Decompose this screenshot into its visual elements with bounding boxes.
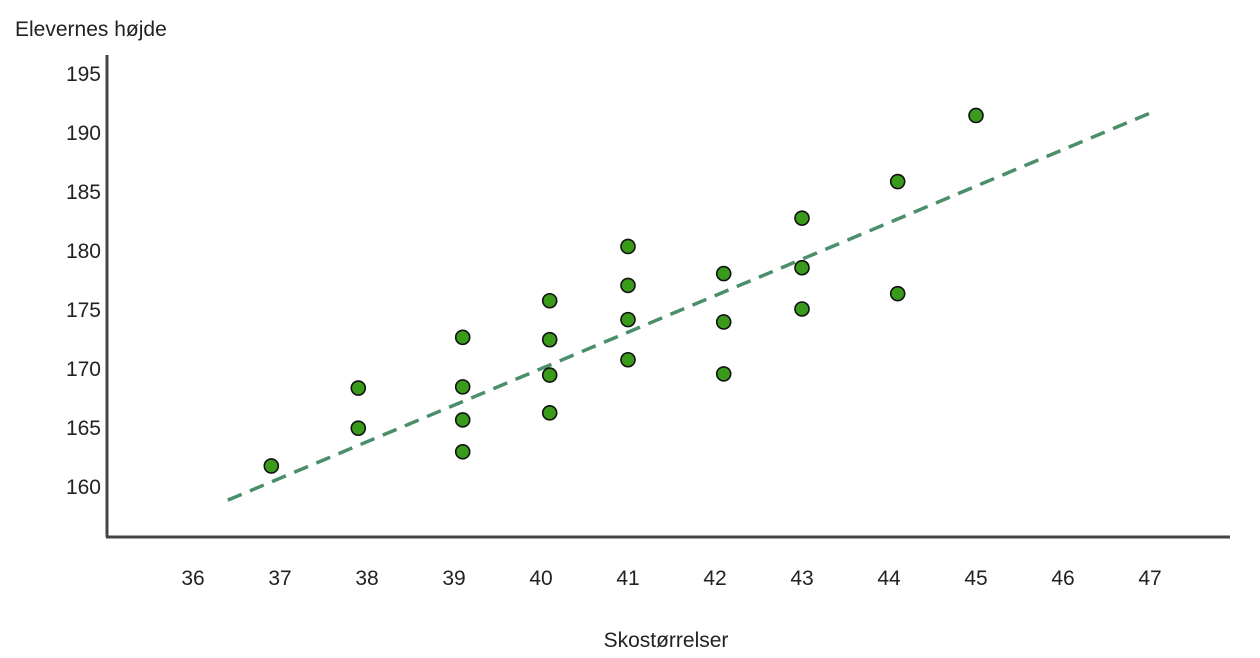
y-tick-label: 195	[66, 63, 101, 86]
data-point	[350, 380, 367, 396]
x-tick-label: 45	[964, 567, 987, 590]
y-tick-label: 165	[66, 417, 101, 440]
x-axis-label: Skostørrelser	[604, 629, 729, 652]
data-point	[541, 367, 558, 383]
data-point	[454, 329, 471, 346]
y-tick-label: 170	[66, 358, 101, 381]
trend-line	[227, 111, 1151, 502]
data-point	[454, 379, 471, 395]
data-point	[889, 173, 906, 190]
x-tick-label: 47	[1138, 567, 1161, 590]
x-tick-label: 46	[1051, 567, 1074, 590]
data-point	[715, 314, 732, 330]
data-point	[454, 412, 471, 428]
data-point	[620, 238, 636, 255]
data-point	[889, 285, 906, 302]
y-tick-label: 175	[66, 299, 101, 322]
data-point	[350, 420, 367, 436]
data-points	[263, 107, 984, 474]
x-tick-label: 43	[790, 567, 813, 590]
data-point	[794, 301, 810, 317]
x-tick-label: 40	[529, 567, 552, 590]
y-tick-label: 180	[66, 240, 101, 263]
data-point	[620, 277, 636, 294]
y-tick-labels: 160 165 170 175 180 185 190 195	[66, 63, 101, 499]
x-tick-label: 41	[616, 567, 639, 590]
y-tick-label: 190	[66, 122, 101, 145]
x-tick-labels: 36 37 38 39 40 41 42 43 44 45 46 47	[181, 567, 1161, 590]
data-point	[715, 366, 732, 382]
data-point	[541, 331, 558, 348]
x-tick-label: 37	[268, 567, 291, 590]
data-point	[794, 210, 810, 226]
x-tick-label: 38	[355, 567, 378, 590]
data-point	[968, 107, 984, 124]
x-tick-label: 44	[877, 567, 901, 590]
data-point	[620, 311, 636, 328]
data-point	[541, 405, 558, 421]
y-tick-label: 160	[66, 476, 101, 499]
x-tick-label: 42	[703, 567, 726, 590]
y-axis-label: Elevernes højde	[15, 18, 167, 41]
data-point	[263, 458, 280, 474]
data-point	[454, 443, 471, 460]
data-point	[541, 292, 558, 309]
data-point	[620, 351, 636, 368]
y-tick-label: 185	[66, 181, 101, 204]
x-tick-label: 36	[181, 567, 204, 590]
data-point	[794, 259, 810, 276]
data-point	[715, 265, 732, 282]
x-tick-label: 39	[442, 567, 465, 590]
